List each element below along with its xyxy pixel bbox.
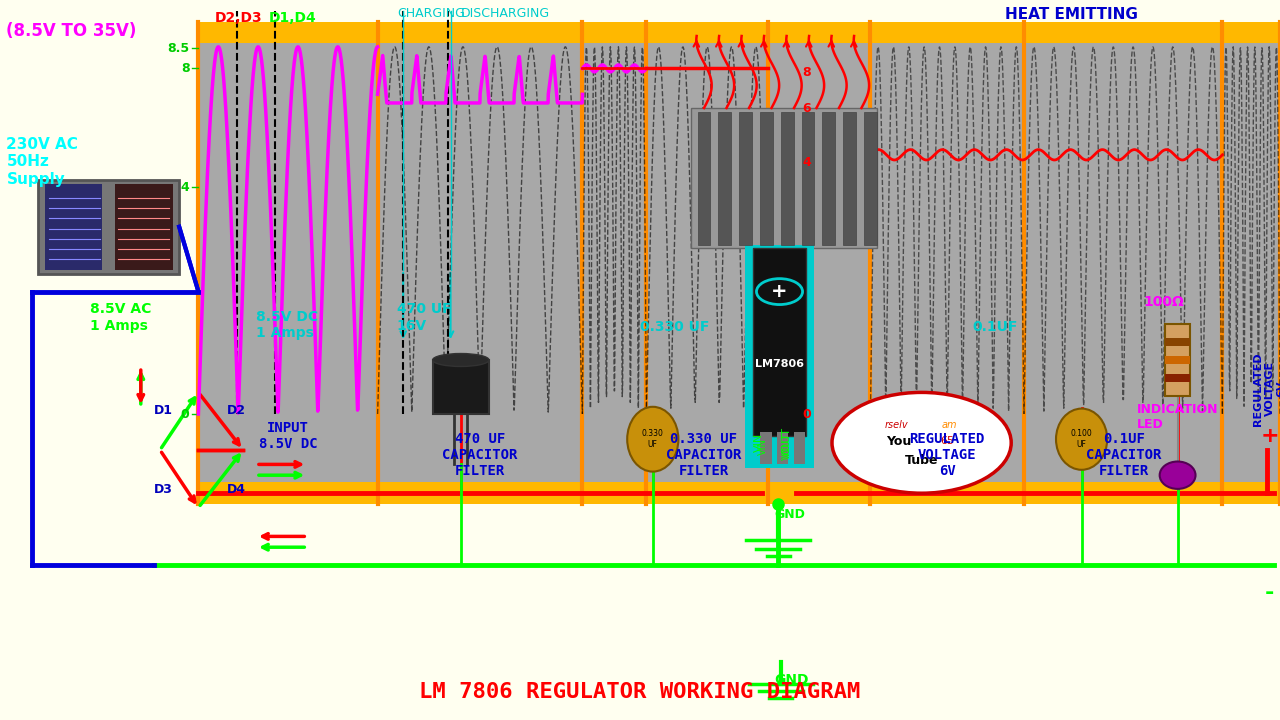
Text: VIN: VIN [754,433,764,452]
Text: 6: 6 [803,102,812,114]
Bar [698,112,710,245]
Text: LM7806: LM7806 [755,359,804,369]
Text: 0.100
UF: 0.100 UF [1071,430,1092,449]
Text: You: You [886,435,911,448]
Text: 8: 8 [803,66,812,78]
Text: 4: 4 [180,181,189,194]
Ellipse shape [1160,462,1196,489]
Text: VIN: VIN [758,438,768,455]
Text: Tube: Tube [905,454,938,467]
Bar [198,22,1280,43]
Text: CHARGING: CHARGING [397,7,465,20]
Text: 0: 0 [180,408,189,420]
Bar [198,22,1280,504]
Bar [760,112,773,245]
Text: 8: 8 [180,62,189,75]
Text: INPUT
8.5V DC: INPUT 8.5V DC [259,421,317,451]
Ellipse shape [627,407,678,472]
Text: VOUT: VOUT [782,427,792,459]
Bar [433,360,489,414]
Text: 0.1UF: 0.1UF [973,320,1018,334]
Text: 470 UF
CAPACITOR
FILTER: 470 UF CAPACITOR FILTER [443,432,517,478]
Text: D1,D4: D1,D4 [269,11,316,24]
Text: D1: D1 [154,404,173,417]
Bar [198,482,1280,504]
Text: 100Ω: 100Ω [1143,295,1184,309]
Bar [781,112,794,245]
Bar [45,184,102,270]
Text: (8.5V TO 35V): (8.5V TO 35V) [6,22,137,40]
Text: 0: 0 [803,408,812,420]
Text: 8.5V AC
1 Amps: 8.5V AC 1 Amps [90,302,151,333]
Circle shape [832,392,1011,493]
Text: D3: D3 [154,483,173,496]
Text: REGULATED
VOLTAGE
6V: REGULATED VOLTAGE 6V [910,432,984,478]
Bar [753,248,806,436]
Text: am: am [942,420,957,430]
Text: 4: 4 [803,156,812,168]
Bar [115,184,173,270]
Text: rselv: rselv [884,420,908,430]
Bar [777,432,788,464]
Text: D2: D2 [228,404,246,417]
Text: HEAT EMITTING: HEAT EMITTING [1005,7,1138,22]
Bar [691,108,877,248]
Text: REGULATED
VOLTAGE
6V: REGULATED VOLTAGE 6V [1253,352,1280,426]
Bar [1165,356,1190,364]
Text: D2,D3: D2,D3 [215,11,262,24]
Text: INDICATION
LED: INDICATION LED [1137,403,1219,431]
Ellipse shape [1056,408,1107,469]
Bar [1165,324,1190,396]
Text: LM 7806 REGULATOR WORKING DIAGRAM: LM 7806 REGULATOR WORKING DIAGRAM [420,682,860,702]
Text: 0.330
UF: 0.330 UF [641,430,664,449]
Bar [794,432,805,464]
Text: 470 UF
16V: 470 UF 16V [397,302,452,333]
Text: GND: GND [774,673,809,687]
Text: 65: 65 [941,436,954,446]
Bar [844,112,856,245]
Text: 0.330 UF
CAPACITOR
FILTER: 0.330 UF CAPACITOR FILTER [667,432,741,478]
Text: VOUT: VOUT [782,433,792,460]
Text: D4: D4 [228,483,246,496]
Bar [1165,338,1190,346]
Text: DISCHARGING: DISCHARGING [461,7,550,20]
Text: -: - [1265,583,1275,603]
Text: 8.5: 8.5 [168,42,189,55]
Text: 230V AC
50Hz
Supply: 230V AC 50Hz Supply [6,137,78,186]
Bar [760,432,772,464]
Text: GND: GND [774,508,805,521]
Bar [1165,374,1190,382]
Bar [740,112,753,245]
Bar [864,112,877,245]
Bar [823,112,836,245]
Text: 0.1UF
CAPACITOR
FILTER: 0.1UF CAPACITOR FILTER [1087,432,1161,478]
Text: +: + [1261,426,1279,446]
Text: 0.330 UF: 0.330 UF [640,320,709,334]
Text: 8.5V DC
1 Amps: 8.5V DC 1 Amps [256,310,319,340]
Text: +: + [772,282,787,301]
Bar [38,180,179,274]
Ellipse shape [433,354,489,366]
Bar [801,112,814,245]
Bar [745,245,814,468]
Bar [718,112,731,245]
